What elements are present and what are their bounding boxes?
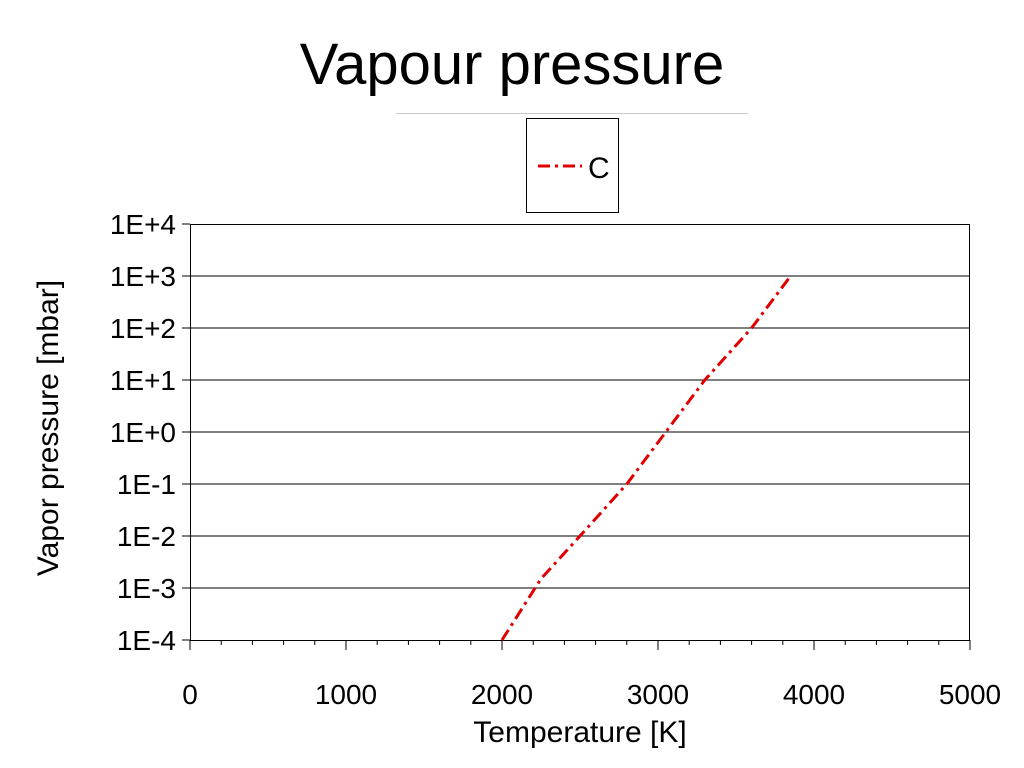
y-tick-label: 1E+1 <box>110 365 176 396</box>
y-tick-label: 1E+3 <box>110 261 176 292</box>
grid-lines <box>190 275 970 589</box>
x-tick-label: 4000 <box>783 679 845 710</box>
legend-label: C <box>588 152 610 185</box>
y-tick-label: 1E+4 <box>110 209 176 240</box>
x-tick-label: 1000 <box>315 679 377 710</box>
x-tick-label: 5000 <box>939 679 1001 710</box>
series-layer <box>500 275 792 641</box>
y-tick-label: 1E+0 <box>110 417 176 448</box>
y-tick-label: 1E-1 <box>117 469 176 500</box>
y-tick-label: 1E+2 <box>110 313 176 344</box>
y-tick-label: 1E-3 <box>117 573 176 604</box>
x-axis-label: Temperature [K] <box>473 716 686 749</box>
legend: C <box>526 118 619 213</box>
x-tick-label: 2000 <box>471 679 533 710</box>
title-divider <box>396 113 748 114</box>
y-axis: 1E-4 1E-3 1E-2 1E-1 1E+0 1E+1 1E+2 1E+3 1E+4 <box>110 209 190 656</box>
y-tick-label: 1E-2 <box>117 521 176 552</box>
plot-area-frame <box>190 224 970 641</box>
y-axis-label: Vapor pressure [mbar] <box>32 280 65 576</box>
series-line-c <box>500 275 792 641</box>
slide-title: Vapour pressure <box>299 32 725 97</box>
x-tick-label: 3000 <box>627 679 689 710</box>
y-tick-label: 1E-4 <box>117 625 176 656</box>
x-axis: 0 1000 2000 3000 4000 5000 <box>182 640 1001 710</box>
x-tick-label: 0 <box>182 679 198 710</box>
